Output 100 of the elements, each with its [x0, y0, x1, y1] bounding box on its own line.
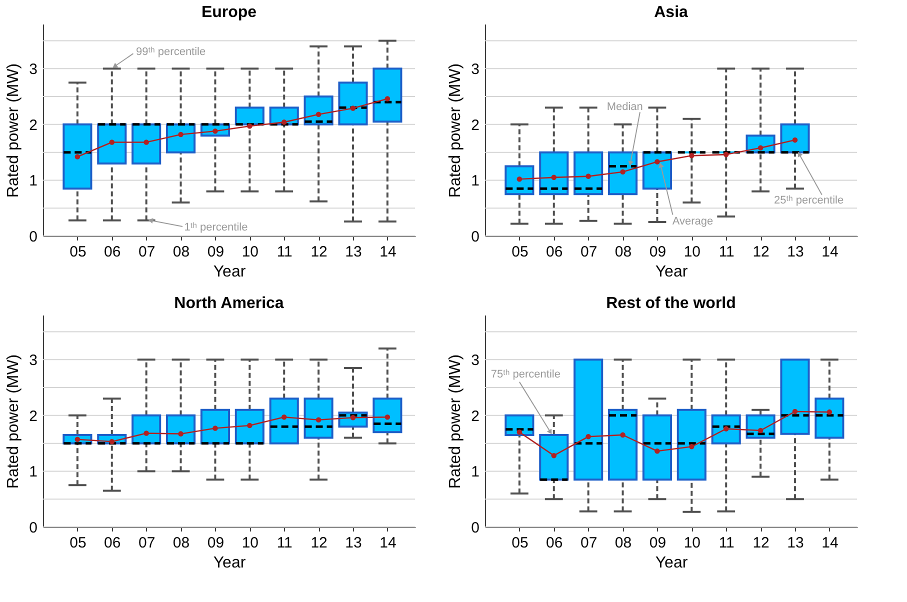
- y-tick-label: 0: [471, 520, 480, 536]
- x-axis-title: Year: [213, 264, 246, 280]
- point: [178, 132, 184, 138]
- x-tick-label: 08: [172, 244, 190, 260]
- point: [74, 436, 80, 442]
- y-tick-label: 3: [471, 352, 480, 370]
- x-tick-label: 13: [787, 244, 804, 260]
- x-tick-label: 13: [787, 534, 804, 552]
- chart-title: Europe: [201, 4, 257, 21]
- point: [551, 452, 557, 458]
- point: [350, 106, 356, 111]
- x-tick-label: 13: [345, 534, 362, 552]
- point: [144, 430, 149, 436]
- y-axis-title: Rated power (MW): [5, 354, 22, 489]
- x-tick-label: 07: [580, 534, 598, 552]
- y-tick-label: 0: [471, 228, 480, 246]
- x-tick-label: 14: [380, 534, 396, 552]
- x-tick-label: 05: [70, 534, 86, 552]
- x-axis-title: Year: [655, 554, 688, 572]
- y-axis-title: Rated power (MW): [447, 63, 464, 198]
- x-axis-title: Year: [655, 264, 688, 280]
- x-tick-label: 12: [752, 244, 770, 260]
- chart-title: Rest of the world: [606, 295, 736, 312]
- point: [792, 408, 798, 414]
- y-tick-label: 1: [29, 172, 38, 190]
- point: [247, 422, 252, 428]
- x-tick-label: 14: [380, 244, 396, 260]
- point: [826, 409, 832, 415]
- x-tick-label: 10: [242, 244, 259, 260]
- y-axis-title: Rated power (MW): [5, 63, 22, 198]
- x-tick-label: 06: [104, 244, 121, 260]
- x-tick-label: 11: [276, 244, 292, 260]
- point: [654, 448, 660, 454]
- y-tick-label: 0: [29, 228, 38, 246]
- point: [586, 174, 591, 179]
- x-axis-title: Year: [213, 554, 246, 572]
- x-tick-label: 10: [684, 244, 701, 260]
- x-tick-label: 11: [718, 244, 734, 260]
- x-tick-label: 09: [207, 244, 224, 260]
- x-tick-label: 09: [649, 244, 666, 260]
- x-tick-label: 12: [310, 244, 328, 260]
- y-tick-label: 3: [471, 61, 480, 78]
- point: [74, 154, 80, 160]
- point: [384, 96, 390, 102]
- point: [144, 140, 149, 145]
- point: [212, 426, 218, 431]
- x-tick-label: 10: [242, 534, 259, 552]
- x-tick-label: 08: [172, 534, 190, 552]
- x-tick-label: 08: [614, 244, 632, 260]
- point: [316, 417, 322, 423]
- point: [281, 120, 287, 125]
- point: [758, 428, 764, 434]
- annotation: Median: [606, 101, 643, 114]
- point: [212, 128, 218, 134]
- point: [109, 439, 115, 444]
- x-tick-label: 11: [718, 534, 734, 552]
- annotation: Average: [672, 215, 714, 228]
- point: [758, 145, 764, 150]
- chart-title: Asia: [654, 4, 688, 21]
- x-tick-label: 07: [138, 534, 156, 552]
- point: [350, 415, 356, 420]
- y-tick-label: 1: [29, 464, 38, 481]
- y-tick-label: 2: [29, 408, 38, 425]
- x-tick-label: 13: [345, 244, 362, 260]
- x-tick-label: 07: [138, 244, 156, 260]
- point: [384, 414, 390, 420]
- point: [620, 432, 626, 438]
- x-tick-label: 12: [310, 534, 328, 552]
- y-tick-label: 2: [471, 408, 480, 425]
- annotation: 1ᵗʰ percentile: [184, 222, 248, 234]
- y-axis-title: Rated power (MW): [447, 354, 464, 489]
- point: [516, 176, 522, 182]
- point: [516, 430, 522, 435]
- x-tick-label: 05: [512, 534, 528, 552]
- x-tick-label: 14: [822, 244, 838, 260]
- point: [109, 140, 115, 145]
- x-tick-label: 07: [580, 244, 598, 260]
- point: [689, 444, 694, 450]
- point: [723, 152, 729, 158]
- point: [586, 434, 591, 440]
- point: [792, 137, 798, 143]
- annotation: 99ᵗʰ percentile: [136, 46, 206, 58]
- x-tick-label: 09: [649, 534, 666, 552]
- y-tick-label: 3: [29, 61, 38, 78]
- x-tick-label: 06: [104, 534, 121, 552]
- point: [281, 414, 287, 420]
- y-tick-label: 2: [29, 116, 38, 134]
- x-tick-label: 14: [822, 534, 838, 552]
- point: [620, 169, 626, 174]
- x-tick-label: 08: [614, 534, 632, 552]
- y-tick-label: 0: [29, 520, 38, 536]
- annotation: 25ᵗʰ percentile: [774, 194, 844, 206]
- point: [316, 112, 322, 118]
- x-tick-label: 06: [546, 534, 563, 552]
- x-tick-label: 09: [207, 534, 224, 552]
- x-tick-label: 12: [752, 534, 770, 552]
- point: [723, 426, 729, 432]
- chart-title: North America: [174, 295, 284, 312]
- point: [654, 159, 660, 164]
- y-tick-label: 1: [471, 464, 480, 481]
